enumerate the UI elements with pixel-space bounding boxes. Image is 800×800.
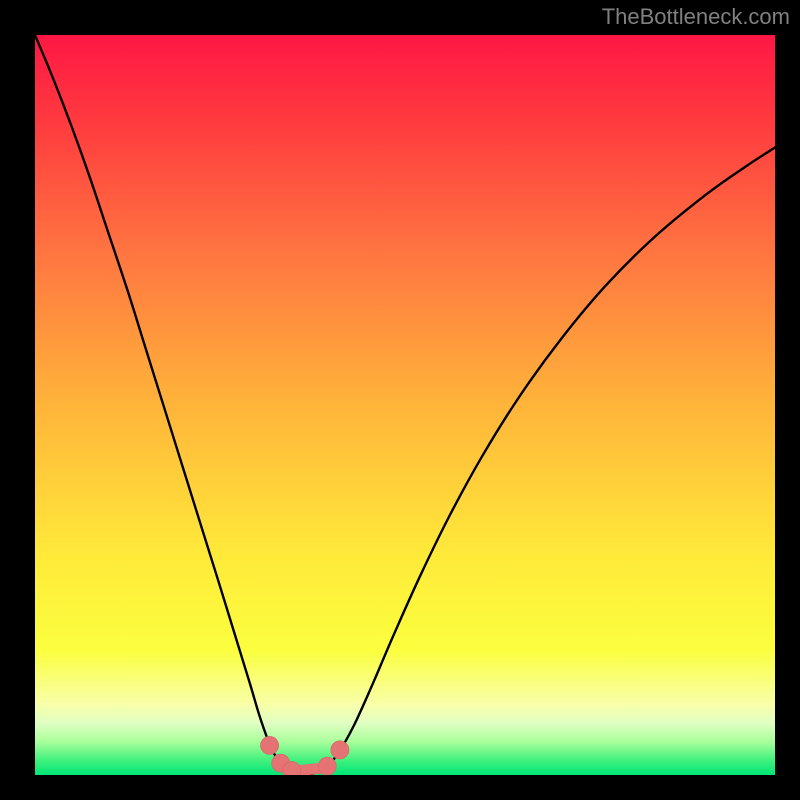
trough-marker (331, 741, 349, 759)
trough-marker (261, 736, 279, 754)
plot-area (35, 35, 775, 775)
gradient-background (35, 35, 775, 775)
plot-svg (35, 35, 775, 775)
trough-marker (318, 757, 336, 775)
chart-frame: TheBottleneck.com (0, 0, 800, 800)
watermark-text: TheBottleneck.com (602, 4, 790, 30)
